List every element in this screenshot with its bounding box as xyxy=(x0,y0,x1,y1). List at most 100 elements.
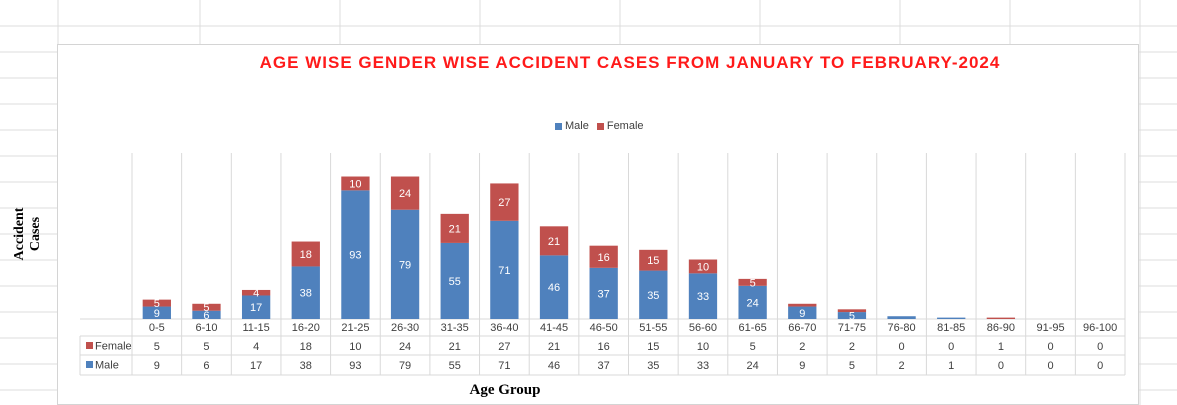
bar-female xyxy=(341,176,370,191)
x-tick-label: 51-55 xyxy=(639,322,667,334)
x-tick-label: 56-60 xyxy=(689,322,717,334)
x-tick-label: 0-5 xyxy=(149,322,165,334)
legend-item-male: Male xyxy=(555,120,589,132)
data-label-male: 46 xyxy=(548,282,560,294)
data-label-male: 35 xyxy=(647,290,659,302)
table-cell-male: 46 xyxy=(548,360,560,372)
table-cell-female: 2 xyxy=(849,341,855,353)
bar-female xyxy=(837,309,867,313)
data-label-male: 37 xyxy=(598,288,610,300)
chart-title: AGE WISE GENDER WISE ACCIDENT CASES FROM… xyxy=(259,53,1001,72)
x-tick-label: 81-85 xyxy=(937,322,965,334)
legend-label-male: Male xyxy=(565,120,589,132)
x-tick-label: 31-35 xyxy=(441,322,469,334)
data-label-female: 10 xyxy=(697,261,709,273)
table-cell-female: 5 xyxy=(154,341,160,353)
table-cell-female: 4 xyxy=(253,341,259,353)
table-cell-male: 17 xyxy=(250,360,262,372)
bar-male xyxy=(440,242,469,319)
x-tick-label: 36-40 xyxy=(490,322,518,334)
data-label-male: 9 xyxy=(154,308,160,320)
data-label-male: 24 xyxy=(747,297,759,309)
table-cell-male: 0 xyxy=(998,360,1004,372)
bar-female xyxy=(490,183,519,221)
data-label-male: 5 xyxy=(849,311,855,323)
table-cell-female: 27 xyxy=(498,341,510,353)
bar-male xyxy=(539,255,569,319)
data-label-female: 18 xyxy=(300,249,312,261)
bar-male xyxy=(241,295,271,319)
x-tick-label: 71-75 xyxy=(838,322,866,334)
x-tick-label: 16-20 xyxy=(292,322,320,334)
table-cell-male: 1 xyxy=(948,360,954,372)
table-cell-female: 15 xyxy=(647,341,659,353)
bar-female xyxy=(142,299,171,307)
data-label-male: 71 xyxy=(498,265,510,277)
bar-female xyxy=(589,245,618,268)
table-cell-male: 79 xyxy=(399,360,411,372)
table-cell-male: 35 xyxy=(647,360,659,372)
table-cell-female: 0 xyxy=(899,341,905,353)
table-cell-female: 21 xyxy=(449,341,461,353)
bar-male xyxy=(490,220,519,319)
bar-male xyxy=(589,267,618,319)
data-label-female: 4 xyxy=(253,288,259,300)
data-label-male: 38 xyxy=(300,288,312,300)
x-axis-title: Age Group xyxy=(469,382,541,398)
table-swatch-male xyxy=(86,361,93,368)
data-label-male: 55 xyxy=(449,276,461,288)
table-cell-female: 16 xyxy=(598,341,610,353)
bar-male xyxy=(142,306,171,319)
table-cell-female: 0 xyxy=(1097,341,1103,353)
data-label-female: 24 xyxy=(399,188,411,200)
bar-male xyxy=(788,306,817,319)
table-cell-female: 1 xyxy=(998,341,1004,353)
bar-female xyxy=(192,303,221,311)
data-label-male: 33 xyxy=(697,291,709,303)
table-cell-male: 5 xyxy=(849,360,855,372)
bar-male xyxy=(738,285,767,319)
bar-male xyxy=(192,310,221,319)
table-cell-male: 9 xyxy=(154,360,160,372)
table-cell-male: 9 xyxy=(799,360,805,372)
table-cell-male: 37 xyxy=(598,360,610,372)
table-cell-male: 55 xyxy=(449,360,461,372)
x-tick-label: 6-10 xyxy=(195,322,217,334)
x-tick-label: 11-15 xyxy=(242,322,269,334)
table-row-label-male: Male xyxy=(95,360,119,372)
table-cell-female: 10 xyxy=(697,341,709,353)
bar-female xyxy=(688,259,718,274)
table-cell-female: 10 xyxy=(349,341,361,353)
table-cell-male: 93 xyxy=(349,360,361,372)
table-cell-female: 0 xyxy=(948,341,954,353)
x-tick-label: 96-100 xyxy=(1083,322,1117,334)
data-label-female: 21 xyxy=(449,223,461,235)
x-tick-label: 86-90 xyxy=(987,322,1015,334)
table-cell-female: 5 xyxy=(750,341,756,353)
table-cell-male: 71 xyxy=(498,360,510,372)
bar-male xyxy=(390,209,420,319)
data-label-male: 79 xyxy=(399,259,411,271)
bar-female xyxy=(440,213,469,243)
legend-swatch-female xyxy=(596,122,604,130)
table-cell-male: 6 xyxy=(203,360,209,372)
table-cell-male: 24 xyxy=(747,360,759,372)
chart-area[interactable] xyxy=(57,44,1139,405)
data-label-male: 9 xyxy=(799,308,805,320)
data-label-female: 16 xyxy=(598,252,610,264)
bar-female xyxy=(639,249,668,271)
bar-male xyxy=(837,312,867,319)
bar-female xyxy=(390,176,420,210)
table-cell-male: 2 xyxy=(899,360,905,372)
legend-item-female: Female xyxy=(596,120,644,132)
x-tick-label: 46-50 xyxy=(590,322,618,334)
legend-swatch-male xyxy=(555,122,562,130)
x-tick-label: 76-80 xyxy=(888,322,916,334)
bar-male xyxy=(688,273,718,319)
data-label-female: 5 xyxy=(154,298,160,310)
data-label-female: 15 xyxy=(647,255,659,267)
bar-male xyxy=(937,317,966,319)
data-label-female: 5 xyxy=(750,277,756,289)
x-tick-label: 41-45 xyxy=(540,322,568,334)
